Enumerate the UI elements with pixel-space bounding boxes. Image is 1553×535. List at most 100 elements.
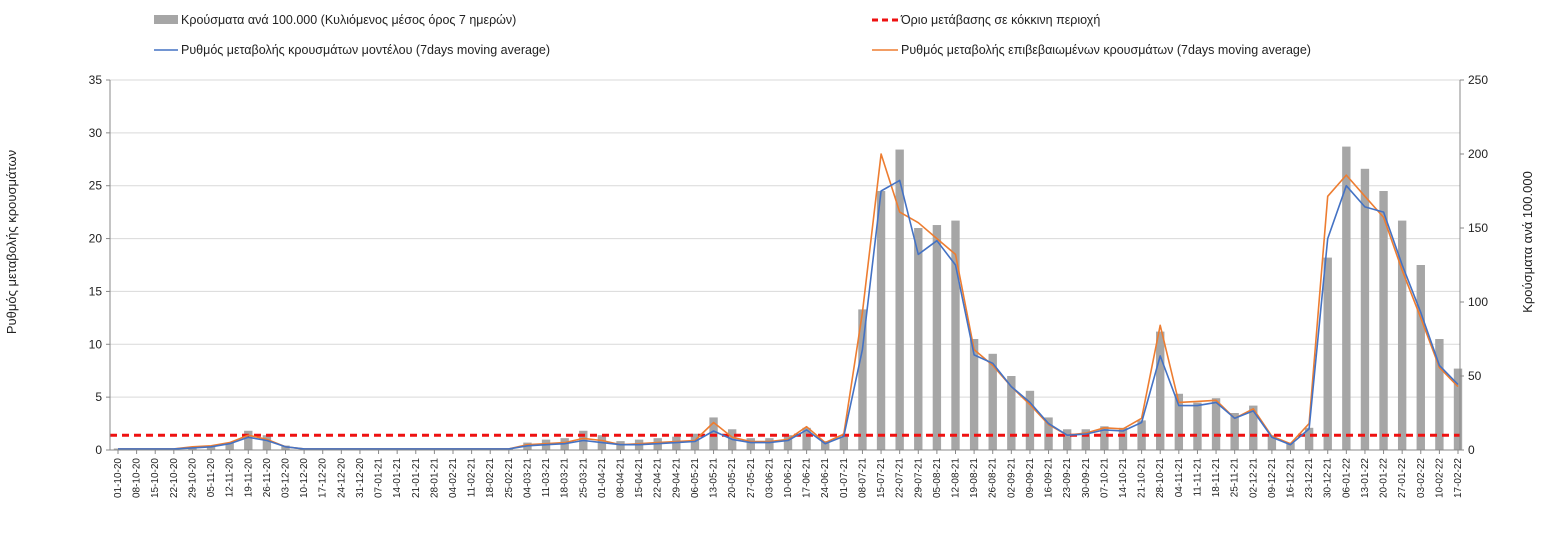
bar — [1025, 390, 1035, 450]
bar — [1100, 426, 1109, 450]
x-tick-label: 25-02-21 — [504, 458, 515, 498]
x-tick-label: 30-12-21 — [1323, 458, 1334, 498]
bar — [1286, 442, 1295, 450]
x-tick-label: 11-03-21 — [541, 458, 552, 498]
legend-swatch-bars — [154, 15, 178, 24]
x-tick-label: 03-12-20 — [281, 458, 292, 498]
x-tick-label: 22-07-21 — [895, 458, 906, 498]
x-tick-label: 19-11-20 — [243, 458, 254, 498]
y-axis-left-label: Ρυθμός μεταβολής κρουσμάτων — [4, 150, 19, 334]
x-tick-label: 06-01-22 — [1341, 458, 1352, 498]
bar — [765, 438, 774, 450]
line-series — [118, 153, 1459, 450]
x-tick-label: 22-04-21 — [653, 458, 664, 498]
bar — [876, 191, 886, 450]
legend-label-model: Ρυθμός μεταβολής κρουσμάτων μοντέλου (7d… — [181, 43, 550, 57]
x-tick-label: 26-08-21 — [988, 458, 999, 498]
x-tick-label: 01-10-20 — [113, 458, 124, 498]
x-tick-label: 10-02-22 — [1434, 458, 1445, 498]
x-tick-label: 15-07-21 — [876, 458, 887, 498]
x-tick-label: 18-11-21 — [1211, 458, 1222, 498]
y-left-tick-label: 20 — [89, 232, 103, 246]
x-tick-label: 17-02-22 — [1453, 458, 1464, 498]
x-tick-label: 27-01-22 — [1397, 458, 1408, 498]
x-tick-label: 10-06-21 — [783, 458, 794, 498]
bar — [1342, 146, 1351, 450]
x-tick-label: 02-09-21 — [1006, 458, 1017, 498]
bar — [1081, 429, 1090, 450]
bar — [914, 228, 923, 450]
y-right-tick-label: 150 — [1468, 221, 1488, 235]
bar — [616, 441, 625, 450]
legend-label-bars: Κρούσματα ανά 100.000 (Κυλιόμενος μέσος … — [181, 13, 516, 27]
x-tick-label: 11-02-21 — [467, 458, 478, 498]
bar — [951, 220, 960, 450]
x-tick-label: 14-10-21 — [1118, 458, 1129, 498]
y-left-tick-label: 30 — [89, 126, 103, 140]
x-tick-label: 08-07-21 — [857, 458, 868, 498]
bar — [746, 438, 755, 450]
x-tick-label: 03-06-21 — [764, 458, 775, 498]
bar — [1323, 257, 1332, 450]
x-tick-label: 31-12-20 — [355, 458, 366, 498]
x-tick-label: 09-12-21 — [1267, 458, 1278, 498]
x-tick-label: 18-03-21 — [560, 458, 571, 498]
x-tick-label: 15-04-21 — [634, 458, 645, 498]
x-tick-label: 08-04-21 — [616, 458, 627, 498]
x-tick-label: 04-02-21 — [448, 458, 459, 498]
x-tick-label: 12-08-21 — [951, 458, 962, 498]
bar — [281, 445, 290, 450]
x-tick-label: 07-10-21 — [1099, 458, 1110, 498]
y-left-tick-label: 5 — [95, 390, 102, 404]
x-tick-label: 14-01-21 — [392, 458, 403, 498]
bar — [244, 430, 253, 450]
bar — [802, 427, 811, 450]
x-tick-label: 29-07-21 — [913, 458, 924, 498]
x-tick-label: 10-12-20 — [299, 458, 310, 498]
x-tick-label: 23-12-21 — [1304, 458, 1315, 498]
x-axis-ticks: 01-10-20 08-10-20 15-10-20 22-10-20 29-10-20… — [113, 450, 1464, 498]
x-tick-label: 09-09-21 — [1025, 458, 1036, 498]
y-left-tick-label: 10 — [89, 337, 103, 351]
x-tick-label: 17-06-21 — [802, 458, 813, 498]
y-right-tick-label: 50 — [1468, 369, 1482, 383]
bar — [1304, 427, 1314, 450]
x-tick-label: 19-08-21 — [969, 458, 980, 498]
x-tick-label: 01-04-21 — [597, 458, 608, 498]
legend: Κρούσματα ανά 100.000 (Κυλιόμενος μέσος … — [154, 13, 1311, 57]
bar — [1360, 168, 1370, 451]
bar — [858, 309, 867, 450]
x-tick-label: 30-09-21 — [1081, 458, 1092, 498]
y-right-tick-label: 100 — [1468, 295, 1488, 309]
x-tick-label: 20-01-22 — [1379, 458, 1390, 498]
confirmed-rate-line — [118, 153, 1459, 450]
x-tick-label: 21-10-21 — [1137, 458, 1148, 498]
bar — [262, 435, 272, 450]
bar — [188, 448, 197, 450]
x-tick-label: 24-06-21 — [820, 458, 831, 498]
bar — [225, 442, 234, 450]
bar — [1211, 398, 1221, 450]
bar — [206, 447, 216, 450]
x-tick-label: 02-12-21 — [1248, 458, 1259, 498]
x-tick-label: 18-02-21 — [485, 458, 496, 498]
x-tick-label: 04-11-21 — [1174, 458, 1185, 498]
x-tick-label: 23-09-21 — [1062, 458, 1073, 498]
bar — [1267, 435, 1277, 450]
y-left-tick-label: 0 — [95, 443, 102, 457]
bar-series — [113, 146, 1463, 451]
x-tick-label: 04-03-21 — [522, 458, 533, 498]
gridlines — [110, 79, 1460, 451]
legend-label-confirmed: Ρυθμός μεταβολής επιβεβαιωμένων κρουσμάτ… — [901, 43, 1311, 57]
x-tick-label: 29-10-20 — [187, 458, 198, 498]
x-tick-label: 05-11-20 — [206, 458, 217, 498]
x-tick-label: 16-09-21 — [1044, 458, 1055, 498]
bar — [895, 149, 904, 450]
y-axis-left-ticks: 0 5 10 15 20 25 30 35 — [89, 73, 110, 457]
bar — [988, 353, 997, 450]
bar — [1118, 427, 1128, 450]
bar — [1397, 220, 1407, 450]
bar — [932, 225, 942, 450]
bar — [1062, 429, 1072, 450]
